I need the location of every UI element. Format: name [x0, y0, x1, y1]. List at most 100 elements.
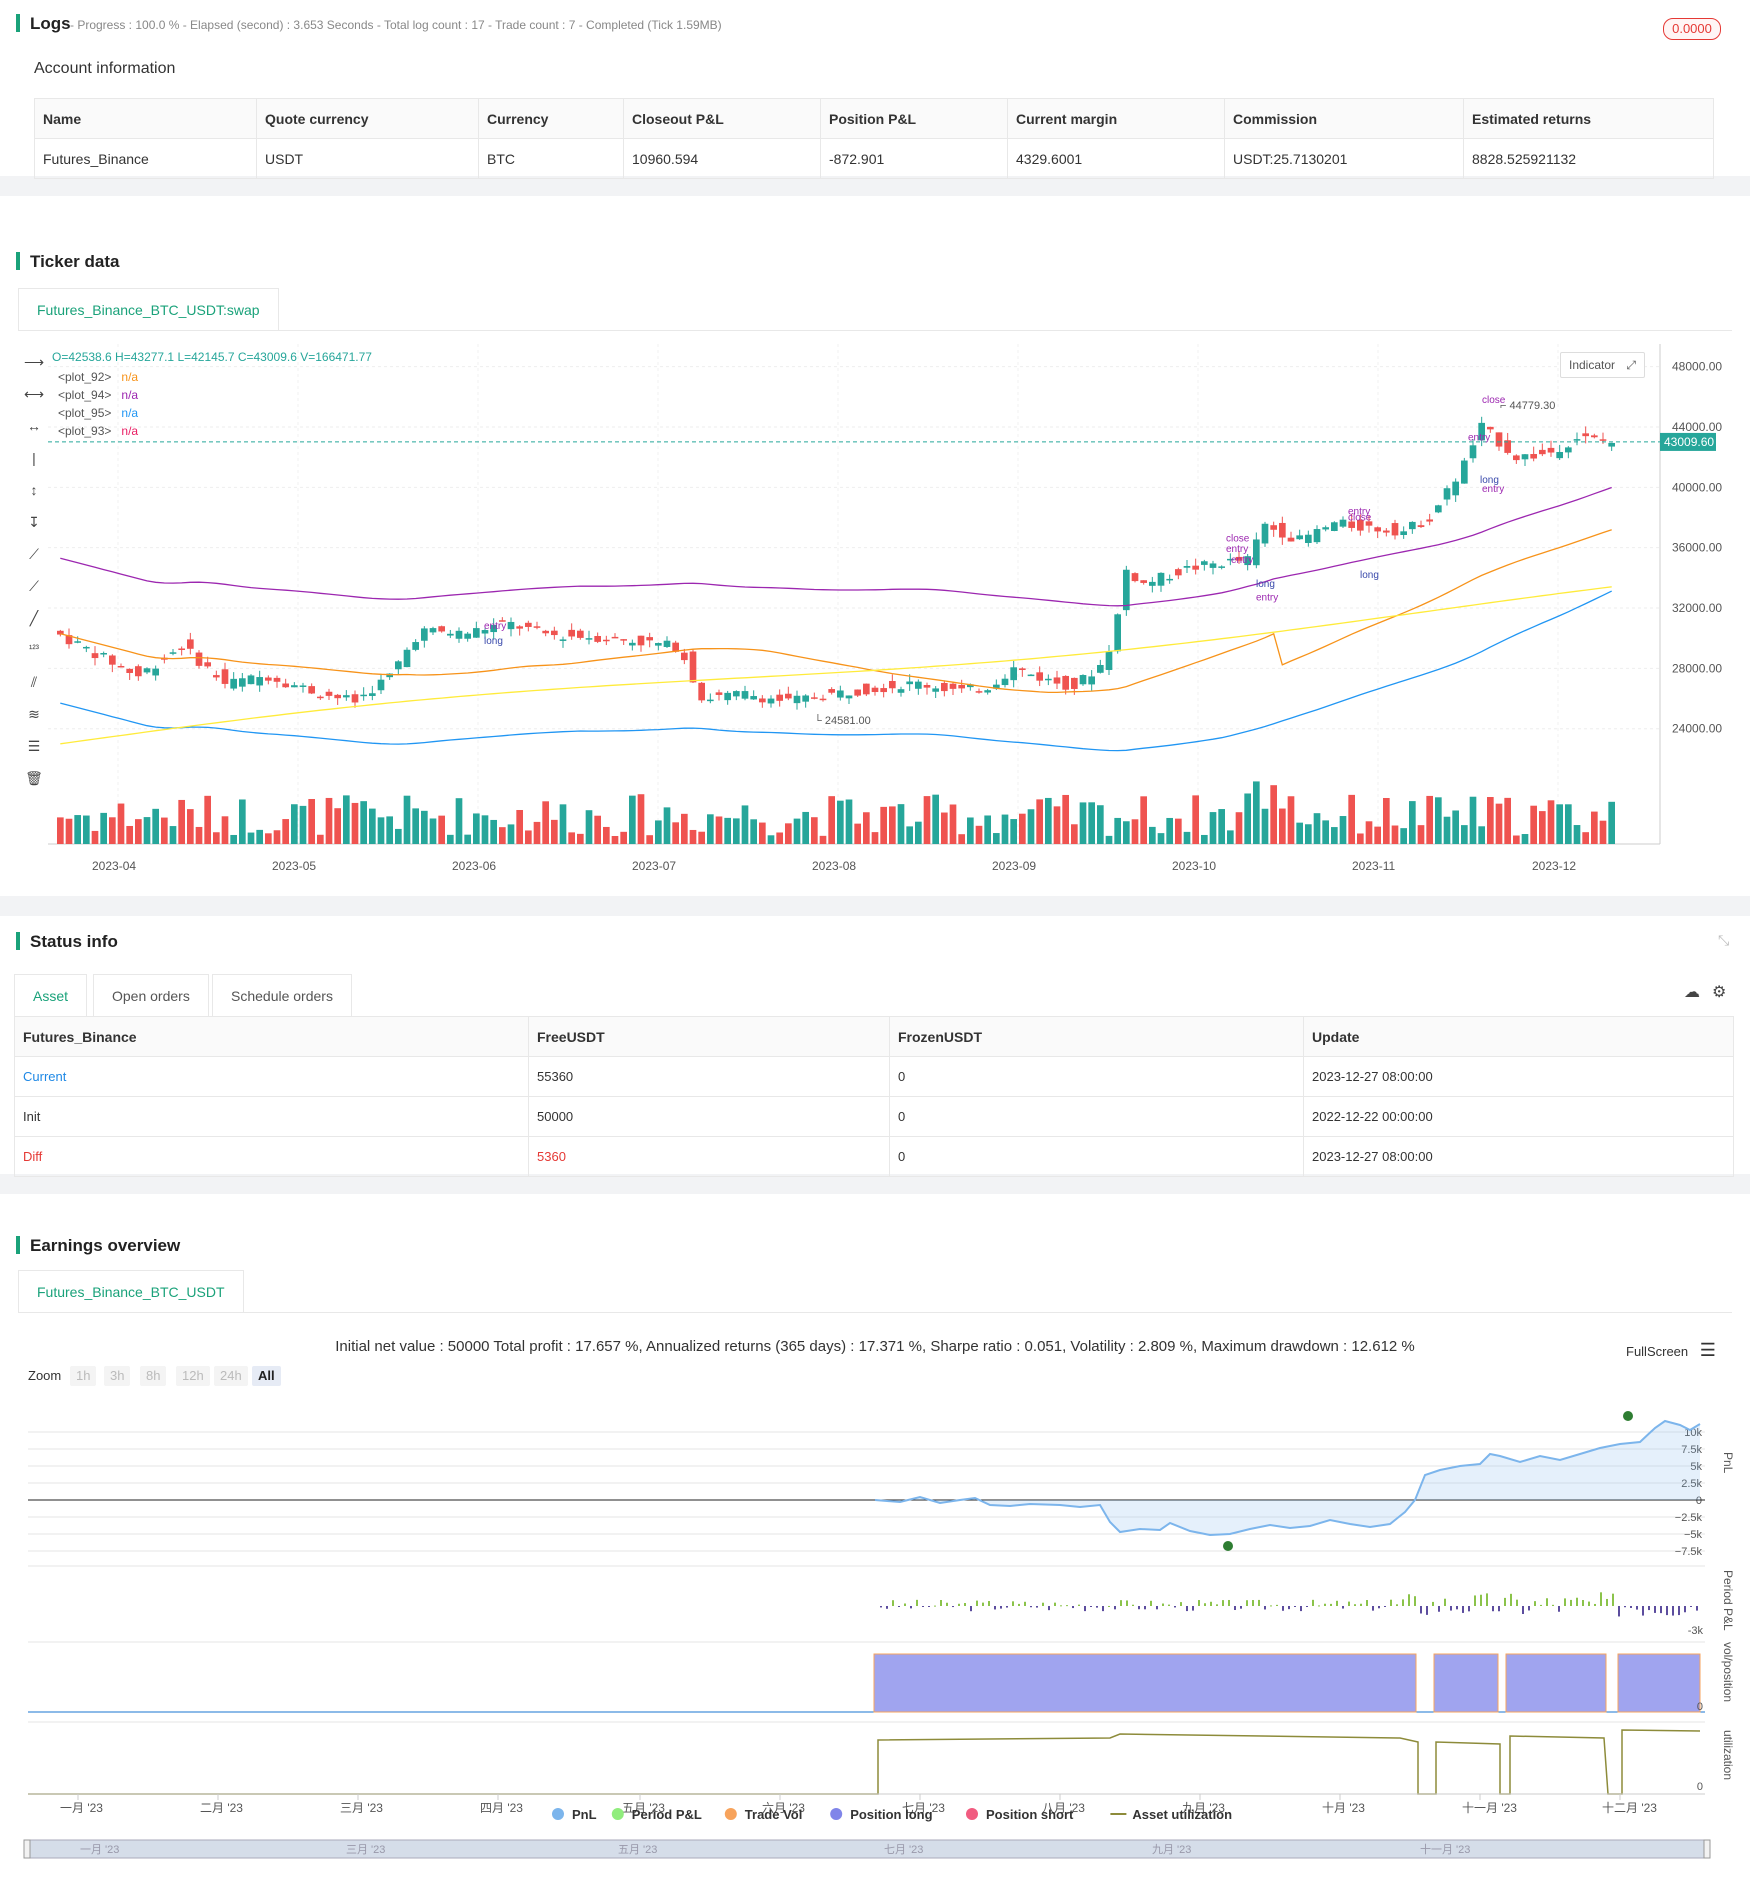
y-tick-label: 24000.00: [1672, 722, 1722, 736]
zoom-1h[interactable]: 1h: [70, 1366, 97, 1386]
volume-bar: [854, 823, 861, 844]
period-bar: [1348, 1601, 1350, 1606]
period-bar: [1648, 1606, 1650, 1611]
period-bar: [1306, 1606, 1308, 1607]
fib-icon[interactable]: ≋: [28, 706, 40, 722]
indicator-button[interactable]: Indicator ⤢: [1560, 352, 1645, 378]
account-header: Name: [34, 98, 257, 139]
candle-body: [57, 630, 64, 635]
zoom-8h[interactable]: 8h: [140, 1366, 167, 1386]
ray-line-icon[interactable]: ⟋: [29, 578, 39, 594]
legend-marker: [611, 1808, 624, 1820]
period-bar: [1240, 1606, 1242, 1609]
vertical-line-icon[interactable]: |: [32, 450, 36, 466]
price-line-icon[interactable]: ¹²³: [29, 644, 39, 655]
period-bar: [1174, 1606, 1176, 1608]
volume-bar: [1036, 799, 1043, 844]
candle-body: [447, 633, 454, 636]
zoom-24h[interactable]: 24h: [214, 1366, 248, 1386]
earnings-tab[interactable]: Futures_Binance_BTC_USDT: [18, 1270, 244, 1313]
asset-cell: Diff: [14, 1136, 529, 1177]
candle-body: [178, 648, 185, 650]
candle-body: [1530, 454, 1537, 459]
candle-body: [533, 626, 541, 628]
volume-bar: [178, 799, 185, 844]
volume-bar: [845, 799, 853, 844]
volume-bar: [707, 814, 714, 844]
zoom-3h[interactable]: 3h: [104, 1366, 131, 1386]
volume-bar: [1235, 812, 1243, 844]
volume-bar: [577, 833, 584, 844]
candle-body: [1183, 566, 1191, 568]
trade-annotation: entry: [1231, 555, 1253, 566]
ticker-tab-underline: [18, 330, 1732, 331]
period-bar: [1138, 1606, 1140, 1610]
candle-body: [1591, 435, 1598, 438]
tab-asset[interactable]: Asset: [14, 974, 88, 1017]
zoom-all[interactable]: All: [252, 1366, 281, 1386]
vertical-ray-icon[interactable]: ↕: [30, 482, 38, 498]
fib-lines-icon[interactable]: ☰: [27, 738, 41, 754]
collapse-icon[interactable]: ⤡: [1718, 932, 1730, 948]
period-bar: [1558, 1606, 1560, 1612]
horizontal-ray-icon[interactable]: ⟶: [24, 354, 45, 370]
zoom-12h[interactable]: 12h: [176, 1366, 210, 1386]
trade-annotation: close: [1226, 534, 1250, 545]
tab-schedule-orders[interactable]: Schedule orders: [212, 974, 352, 1017]
segment-icon[interactable]: ╱: [29, 610, 39, 626]
volume-bar: [74, 815, 81, 844]
cloud-upload-icon[interactable]: ☁: [1684, 984, 1700, 1001]
vertical-segment-icon[interactable]: ↧: [28, 514, 40, 530]
period-bar: [1210, 1601, 1212, 1606]
pnl-line: [874, 1419, 1701, 1537]
period-bar: [1180, 1602, 1182, 1606]
period-bar: [1594, 1603, 1596, 1606]
volume-bar: [100, 812, 107, 844]
candle-body: [1253, 539, 1260, 566]
volume-bar: [559, 804, 567, 844]
month-label: 九月 '23: [1182, 1801, 1225, 1815]
volume-bar: [1582, 832, 1589, 844]
candle-body: [351, 694, 359, 703]
tab-open-orders[interactable]: Open orders: [93, 974, 209, 1017]
gear-icon[interactable]: ⚙: [1712, 984, 1727, 1001]
candle-body: [1339, 519, 1347, 527]
ticker-tab[interactable]: Futures_Binance_BTC_USDT:swap: [18, 288, 279, 331]
expand-icon[interactable]: ⤢: [1626, 358, 1636, 372]
period-bar: [1312, 1599, 1314, 1606]
volume-bar: [551, 819, 558, 844]
period-bar: [1360, 1603, 1362, 1606]
menu-icon[interactable]: ☰: [1699, 1340, 1716, 1360]
parallel-channel-icon[interactable]: ⫽: [30, 674, 38, 690]
asset-header: FreeUSDT: [528, 1016, 890, 1057]
candle-body: [239, 678, 246, 687]
account-cell: USDT:25.7130201: [1224, 138, 1464, 179]
horizontal-line-icon[interactable]: ⟷: [24, 386, 45, 402]
trash-icon[interactable]: 🗑: [25, 770, 43, 786]
volume-bar: [568, 832, 575, 844]
month-label: 四月 '23: [480, 1801, 523, 1815]
candle-body: [1062, 675, 1069, 690]
period-bar: [1486, 1593, 1488, 1606]
candle-body: [1287, 537, 1295, 542]
upper-band-line: [60, 486, 1612, 607]
trend-line-icon[interactable]: ⟋: [29, 546, 39, 562]
candle-body: [897, 689, 905, 693]
legend-row: <plot_93> n/a: [58, 422, 138, 440]
extended-line-icon[interactable]: ↔: [27, 418, 41, 434]
low-price-label: └ 24581.00: [814, 713, 871, 727]
account-cell: USDT: [256, 138, 479, 179]
volume-bar: [1374, 826, 1381, 844]
volume-bar: [455, 798, 463, 844]
volume-bar: [273, 830, 281, 844]
pnl-tick-label: −7.5k: [1675, 1546, 1703, 1558]
volume-bar: [152, 808, 159, 844]
trade-annotation: long: [1256, 579, 1275, 590]
candlestick-chart[interactable]: 48000.00 44000.00 40000.00 36000.00 32000.00…: [48, 344, 1740, 889]
candle-body: [525, 622, 532, 627]
volume-bar: [603, 826, 610, 844]
candle-body: [1608, 442, 1615, 447]
volume-bar: [1071, 824, 1078, 844]
fullscreen-button[interactable]: FullScreen ☰: [1626, 1340, 1716, 1361]
